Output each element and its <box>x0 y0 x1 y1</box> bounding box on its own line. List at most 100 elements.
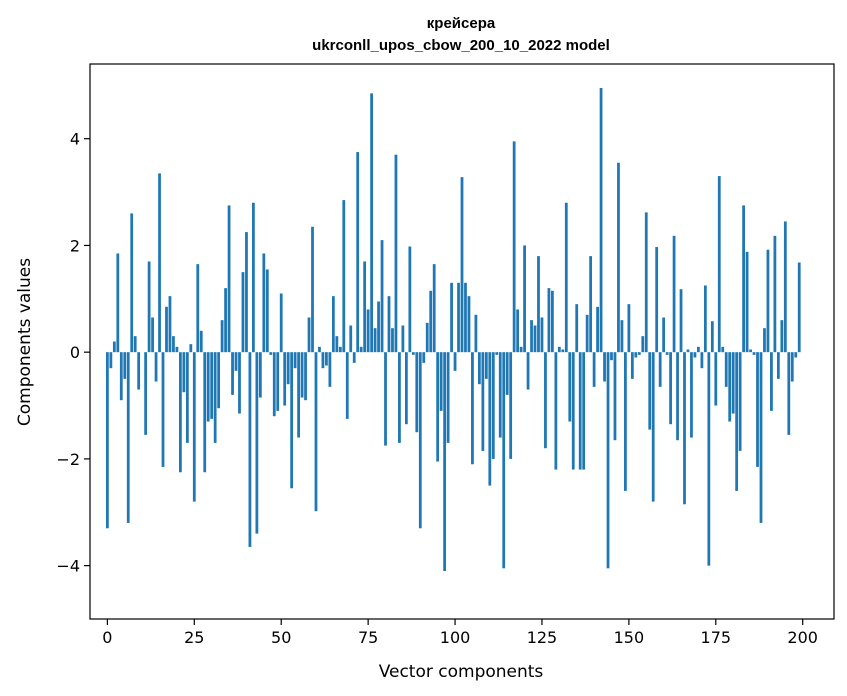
bar <box>404 352 408 425</box>
bar <box>425 322 429 353</box>
bar <box>349 325 353 353</box>
y-tick-label: −4 <box>56 557 80 576</box>
bar <box>241 272 245 353</box>
bar <box>158 173 161 353</box>
bar <box>418 352 422 529</box>
bar <box>199 330 203 353</box>
bar <box>123 352 127 379</box>
bar <box>279 293 283 353</box>
bar <box>703 285 707 353</box>
x-tick-label: 100 <box>440 628 471 647</box>
bar <box>773 235 777 353</box>
bar <box>665 352 669 355</box>
bar <box>770 352 773 411</box>
bar <box>105 352 109 529</box>
bar <box>620 320 624 353</box>
bar <box>255 352 259 534</box>
bar <box>415 352 419 433</box>
bar <box>370 93 373 353</box>
bar <box>759 352 763 523</box>
bar <box>196 264 200 353</box>
bar <box>498 352 502 438</box>
bar <box>676 352 679 441</box>
y-axis-label: Components values <box>15 258 35 426</box>
bar <box>780 320 784 353</box>
bar <box>537 256 540 353</box>
bar <box>644 212 648 353</box>
bar <box>262 253 266 353</box>
bar <box>749 349 752 353</box>
bar <box>571 352 575 470</box>
bar <box>210 352 214 419</box>
bar <box>286 352 290 385</box>
bar <box>596 306 599 353</box>
bar <box>335 336 339 353</box>
bar <box>185 352 189 443</box>
bar <box>471 352 474 465</box>
x-tick-label: 125 <box>527 628 558 647</box>
bar <box>617 162 620 353</box>
bar <box>568 352 572 422</box>
bar <box>373 328 377 353</box>
bar <box>728 352 732 422</box>
bar <box>227 205 231 353</box>
bar <box>276 352 280 411</box>
bar <box>509 352 513 459</box>
bar <box>119 352 123 401</box>
bar <box>613 352 617 441</box>
bar <box>460 177 464 353</box>
bar <box>345 352 349 419</box>
bar <box>610 352 613 361</box>
bar <box>446 352 450 443</box>
bar <box>165 306 168 353</box>
bar <box>634 352 638 358</box>
bar <box>606 352 610 569</box>
bar <box>738 352 742 451</box>
bar <box>794 352 798 358</box>
bar <box>182 352 186 393</box>
bar <box>311 226 314 353</box>
bar <box>710 321 714 353</box>
bar <box>582 352 586 470</box>
bar <box>411 352 415 355</box>
y-tick-label: −2 <box>56 450 80 469</box>
bar <box>331 296 335 353</box>
bar <box>172 336 175 353</box>
bar <box>391 328 394 353</box>
bar <box>238 352 241 414</box>
bar <box>776 352 780 379</box>
bar <box>557 346 561 353</box>
bar <box>467 296 471 353</box>
bar <box>175 346 179 353</box>
bar <box>297 352 300 438</box>
bar <box>130 213 134 353</box>
bars-group <box>105 88 801 571</box>
x-axis-label: Vector components <box>379 662 544 682</box>
bar <box>453 352 457 371</box>
bar <box>523 245 526 353</box>
bar <box>488 352 492 486</box>
bar <box>491 352 495 459</box>
x-tick-label: 0 <box>102 628 112 647</box>
bar <box>519 346 523 353</box>
x-tick-label: 175 <box>701 628 732 647</box>
bar <box>658 352 662 387</box>
bar <box>126 352 130 523</box>
bar <box>429 290 433 353</box>
bar <box>439 352 443 411</box>
bar <box>624 352 627 491</box>
bar <box>192 352 196 502</box>
bar <box>700 352 704 369</box>
bar <box>641 336 645 353</box>
y-tick-label: 2 <box>70 236 80 255</box>
bar <box>575 304 579 353</box>
bar <box>651 352 655 502</box>
bar <box>133 336 137 353</box>
bar <box>547 288 551 353</box>
bar <box>265 269 269 353</box>
bar <box>380 240 384 353</box>
bar <box>724 352 728 387</box>
bar <box>714 352 718 406</box>
bar <box>147 261 151 353</box>
